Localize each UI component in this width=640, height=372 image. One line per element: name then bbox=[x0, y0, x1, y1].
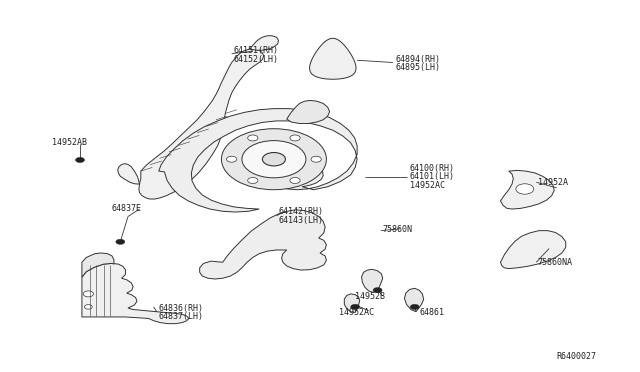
Circle shape bbox=[221, 129, 326, 190]
Polygon shape bbox=[500, 231, 566, 269]
Text: 64837E: 64837E bbox=[112, 204, 142, 213]
Text: 14952A: 14952A bbox=[538, 178, 568, 187]
Polygon shape bbox=[362, 269, 383, 292]
Polygon shape bbox=[250, 36, 278, 50]
Text: 14952AC: 14952AC bbox=[339, 308, 374, 317]
Circle shape bbox=[311, 156, 321, 162]
Circle shape bbox=[262, 153, 285, 166]
Circle shape bbox=[116, 239, 125, 244]
Text: R6400027: R6400027 bbox=[557, 352, 596, 361]
Circle shape bbox=[290, 135, 300, 141]
Text: 64894(RH): 64894(RH) bbox=[396, 55, 440, 64]
Polygon shape bbox=[139, 49, 264, 199]
Polygon shape bbox=[287, 100, 330, 124]
Circle shape bbox=[290, 177, 300, 183]
Circle shape bbox=[351, 304, 360, 310]
Circle shape bbox=[248, 135, 258, 141]
Circle shape bbox=[248, 177, 258, 183]
Polygon shape bbox=[159, 109, 357, 212]
Circle shape bbox=[76, 157, 84, 163]
Text: 64895(LH): 64895(LH) bbox=[396, 63, 440, 72]
Polygon shape bbox=[82, 253, 114, 277]
Text: 64101(LH): 64101(LH) bbox=[410, 172, 454, 181]
Text: 14952B: 14952B bbox=[355, 292, 385, 301]
Text: 64836(RH): 64836(RH) bbox=[159, 304, 204, 312]
Circle shape bbox=[410, 304, 419, 310]
Polygon shape bbox=[500, 170, 554, 209]
Circle shape bbox=[373, 288, 382, 293]
Polygon shape bbox=[344, 294, 360, 312]
Text: 64861: 64861 bbox=[419, 308, 444, 317]
Text: 14952AB: 14952AB bbox=[52, 138, 88, 147]
Polygon shape bbox=[118, 164, 140, 184]
Text: 75860NA: 75860NA bbox=[538, 258, 573, 267]
Circle shape bbox=[227, 156, 237, 162]
Text: 64837(LH): 64837(LH) bbox=[159, 312, 204, 321]
Text: 64152(LH): 64152(LH) bbox=[234, 55, 278, 64]
Polygon shape bbox=[82, 263, 189, 324]
Text: 64151(RH): 64151(RH) bbox=[234, 46, 278, 55]
Polygon shape bbox=[200, 210, 326, 279]
Circle shape bbox=[83, 291, 93, 297]
Text: 14952AC: 14952AC bbox=[410, 181, 445, 190]
Polygon shape bbox=[404, 288, 424, 312]
Polygon shape bbox=[310, 38, 356, 79]
Circle shape bbox=[84, 305, 92, 309]
Text: 64100(RH): 64100(RH) bbox=[410, 164, 454, 173]
Text: 64142(RH): 64142(RH) bbox=[278, 207, 323, 216]
Circle shape bbox=[516, 184, 534, 194]
Text: 75860N: 75860N bbox=[383, 225, 413, 234]
Circle shape bbox=[242, 141, 306, 178]
Text: 64143(LH): 64143(LH) bbox=[278, 216, 323, 225]
